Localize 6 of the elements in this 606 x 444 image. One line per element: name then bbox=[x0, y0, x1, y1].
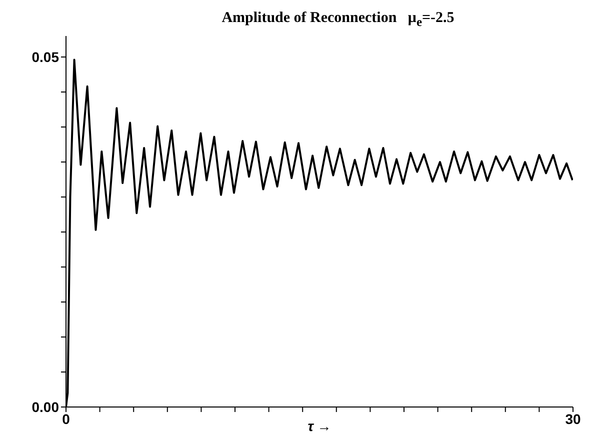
x-tick-label: 30 bbox=[565, 410, 581, 427]
y-tick-label: 0.00 bbox=[32, 398, 60, 415]
y-tick-label: 0.05 bbox=[32, 48, 60, 65]
x-axis-title: τ → bbox=[308, 418, 332, 434]
x-tick-label: 0 bbox=[62, 410, 70, 427]
chart-title: Amplitude of Reconnection μ$_{e}$=-2.5 bbox=[220, 10, 456, 30]
